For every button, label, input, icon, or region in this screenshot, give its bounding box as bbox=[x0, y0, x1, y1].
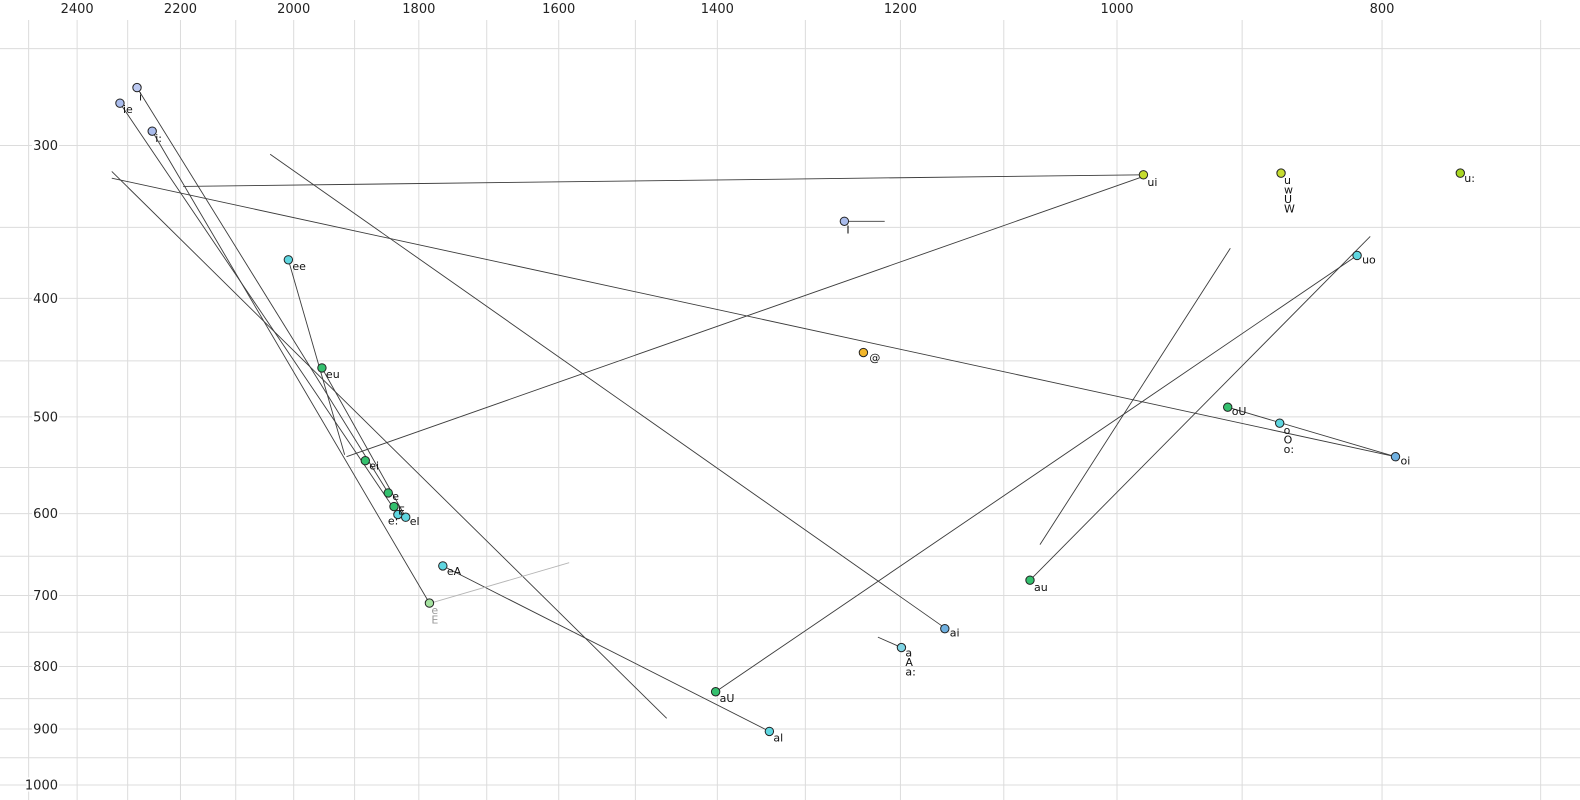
vowel-point bbox=[1025, 575, 1035, 585]
axis-ticks: 2400 2200 2000 1800 1600 1400 1200 1000 800 300 40… bbox=[23, 0, 1397, 796]
trajectory-line bbox=[346, 176, 1144, 458]
trajectory-line bbox=[1029, 236, 1371, 581]
vowel-label: el bbox=[410, 515, 420, 528]
y-axis-tick-label: 800 bbox=[33, 660, 58, 675]
vowel-point bbox=[147, 126, 157, 136]
y-axis-tick-label: 500 bbox=[33, 410, 58, 425]
trajectory-line bbox=[430, 562, 570, 604]
vowel-point bbox=[424, 598, 435, 608]
x-axis-tick-label: 2400 bbox=[61, 2, 94, 17]
grid bbox=[0, 20, 1580, 800]
vowel-point bbox=[1138, 170, 1149, 180]
vowel-point bbox=[858, 347, 869, 358]
vowel-point bbox=[383, 488, 393, 498]
vowel-label: ie bbox=[123, 103, 133, 116]
vowel-point bbox=[896, 642, 907, 653]
x-axis-tick-label: 1200 bbox=[884, 2, 917, 17]
y-axis-tick-label: 700 bbox=[33, 589, 58, 604]
trajectory-line bbox=[151, 130, 430, 604]
vowel-point bbox=[710, 687, 721, 697]
trajectory-line bbox=[715, 255, 1358, 693]
trajectory-line bbox=[119, 102, 399, 515]
vowel-point bbox=[132, 82, 142, 93]
vowel-label: ee bbox=[292, 260, 306, 273]
x-axis-tick-label: 1800 bbox=[402, 2, 435, 17]
x-axis-tick-label: 1400 bbox=[701, 2, 734, 17]
x-axis-tick-label: 2200 bbox=[164, 2, 197, 17]
y-axis-tick-label: 300 bbox=[33, 139, 58, 154]
vowel-point bbox=[1276, 168, 1286, 178]
vowel-label: @ bbox=[869, 352, 880, 365]
vowel-point bbox=[940, 623, 950, 634]
y-axis-tick-label: 600 bbox=[33, 507, 58, 522]
vowel-label: ui bbox=[1147, 176, 1157, 189]
y-axis-tick-label: 900 bbox=[33, 723, 58, 738]
vowel-label: ei bbox=[369, 460, 379, 473]
x-axis-tick-label: 1600 bbox=[542, 2, 575, 17]
x-axis-tick-label: 800 bbox=[1370, 2, 1395, 17]
vowel-label: au bbox=[1034, 581, 1048, 594]
trajectory-line bbox=[1039, 247, 1231, 545]
vowel-point bbox=[1455, 168, 1465, 178]
vowel-label: eA bbox=[447, 565, 462, 578]
vowel-label: e bbox=[392, 490, 399, 503]
vowel-point bbox=[389, 501, 399, 512]
vowel-label: eu bbox=[326, 368, 340, 381]
vowel-label: oi bbox=[1400, 455, 1410, 468]
vowel-point bbox=[1223, 402, 1233, 412]
vowel-point bbox=[1352, 250, 1362, 261]
vowel-point bbox=[115, 98, 125, 108]
trajectory-line bbox=[111, 171, 667, 719]
y-axis-tick-label: 1000 bbox=[25, 779, 58, 794]
vowel-point bbox=[839, 216, 850, 226]
vowel-point bbox=[401, 512, 411, 522]
vowel-label: i: bbox=[155, 132, 162, 145]
vowel-label: ai bbox=[950, 627, 960, 640]
x-axis-tick-label: 2000 bbox=[277, 2, 310, 17]
vowel-point bbox=[317, 363, 327, 373]
trajectory-line bbox=[442, 565, 770, 732]
vowel-label: E bbox=[398, 505, 405, 518]
x-axis-tick-label: 1000 bbox=[1100, 2, 1133, 17]
trajectory-line bbox=[1227, 406, 1396, 458]
vowel-label: uo bbox=[1362, 253, 1376, 266]
y-axis-tick-label: 400 bbox=[33, 292, 58, 307]
vowel-point bbox=[283, 255, 294, 265]
vowel-label: aU bbox=[720, 692, 735, 705]
vowel-point bbox=[438, 561, 448, 571]
vowel-label: e: bbox=[388, 515, 398, 528]
trajectory-line bbox=[287, 259, 346, 455]
vowel-label: i bbox=[139, 91, 142, 104]
vowel-label: oU bbox=[1232, 405, 1247, 418]
vowel-point bbox=[764, 726, 775, 737]
trajectory-line bbox=[269, 153, 946, 629]
vowel-label: I bbox=[846, 223, 849, 236]
trajectory-line bbox=[183, 174, 1144, 187]
trajectory-line bbox=[136, 87, 389, 494]
trajectory-line bbox=[111, 177, 1396, 458]
vowel-point bbox=[1274, 418, 1285, 428]
vowel-label: u: bbox=[1464, 172, 1475, 185]
vowel-point bbox=[1390, 452, 1401, 462]
vowel-point bbox=[360, 455, 370, 466]
vowel-label: al bbox=[773, 731, 783, 744]
vowel-points bbox=[115, 82, 1465, 737]
